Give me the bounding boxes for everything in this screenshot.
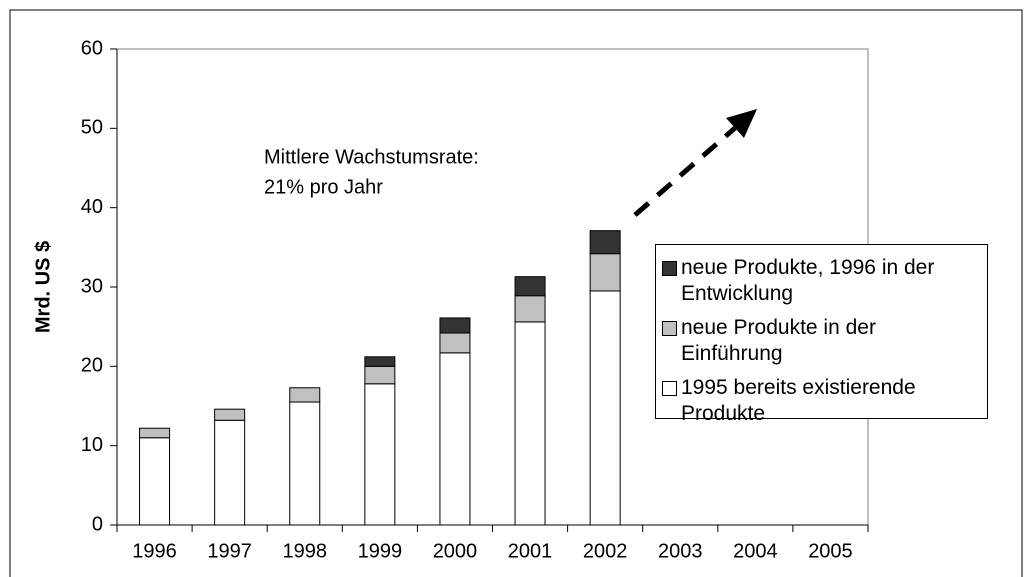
y-axis-label: Mrd. US $ [32,241,54,333]
legend-label: neue Produkte, 1996 in der Entwicklung [681,256,935,305]
bar-segment [139,437,171,526]
y-tick-label: 40 [81,196,103,218]
legend-item: neue Produkte in der Einführung [662,315,981,367]
y-tick-label: 30 [81,275,103,297]
y-tick-label: 20 [81,355,103,377]
bar-segment [439,317,471,334]
bar-segment [439,352,471,526]
legend-swatch [662,381,677,396]
x-tick-label: 1997 [207,540,252,562]
legend-swatch [662,321,677,336]
bar-segment [214,419,246,526]
bar-segment [289,401,321,526]
arrow-head [726,109,757,138]
bar-segment [289,387,321,403]
x-tick-label: 2002 [583,540,628,562]
x-tick-label: 1999 [358,540,403,562]
y-tick-label: 60 [81,37,103,59]
legend: neue Produkte, 1996 in der Entwicklung ne… [655,244,988,425]
bar-segment [139,427,171,439]
x-tick-label: 2004 [733,540,778,562]
x-tick-label: 2000 [433,540,478,562]
bar-segment [589,290,621,526]
bar-segment [364,356,396,367]
annotation: 21% pro Jahr [264,176,383,198]
bar-segment [589,253,621,292]
legend-label: 1995 bereits existierende Produkte [681,376,916,425]
x-tick-label: 1998 [283,540,328,562]
x-tick-label: 2001 [508,540,553,562]
bar-segment [514,295,546,323]
y-tick-label: 10 [81,434,103,456]
bar-segment [514,321,546,526]
bar-segment [589,230,621,255]
bar-segment [214,408,246,421]
y-tick-label: 0 [92,513,103,535]
trend-arrow [633,126,737,217]
bar-segment [364,365,396,385]
bar-segment [364,383,396,526]
x-tick-label: 1996 [132,540,177,562]
legend-swatch [662,261,677,276]
bar-segment [514,276,546,297]
legend-label: neue Produkte in der Einführung [681,316,876,365]
x-tick-label: 2003 [658,540,703,562]
legend-item: neue Produkte, 1996 in der Entwicklung [662,255,981,307]
bar-segment [439,332,471,354]
legend-item: 1995 bereits existierende Produkte [662,375,981,427]
frame [9,9,1023,577]
annotation: Mittlere Wachstumsrate: [264,146,479,168]
y-tick-label: 50 [81,117,103,139]
x-tick-label: 2005 [808,540,853,562]
